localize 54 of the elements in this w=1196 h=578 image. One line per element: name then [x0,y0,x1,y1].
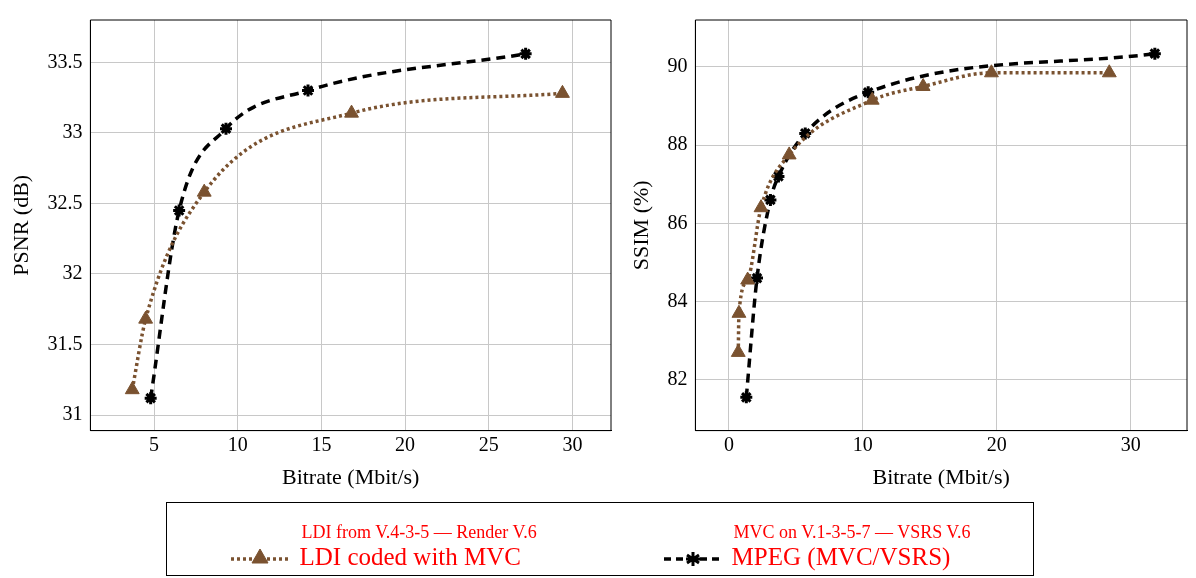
point [762,192,778,208]
point [218,121,234,137]
point [196,183,212,197]
y-tick-label: 33.5 [47,49,83,72]
x-tick-label: 20 [395,432,416,455]
y-tick-label: 88 [667,132,688,155]
point [555,84,570,98]
point [770,168,786,184]
point [124,381,140,395]
x-tick-label: 10 [227,432,248,455]
y-tick-label: 31 [62,402,83,425]
x-tick-label: 30 [1120,432,1141,455]
point [753,199,769,213]
point [171,202,187,218]
point [749,270,765,286]
point [915,77,931,91]
point [731,304,747,318]
point [1147,46,1163,62]
legend-label: LDI coded with MVC [299,543,521,571]
y-tick-label: 82 [667,367,688,390]
y-tick-label: 84 [667,288,688,311]
point [864,91,880,105]
x-tick-label: 30 [562,432,583,455]
x-tick-label: 0 [723,432,734,455]
y-tick-label: 31.5 [47,331,83,354]
x-axis-title: Bitrate (Mbit/s) [281,463,420,489]
text: LDI from V.4-3-5 — Render V.6 [300,522,537,543]
y-tick-label: 90 [667,54,688,77]
point [984,64,999,78]
y-tick-label: 32.5 [47,190,83,213]
point [518,46,534,62]
point [781,146,797,160]
point [738,389,754,405]
y-axis-title: SSIM (%) [627,180,653,271]
legend-label: MPEG (MVC/VSRS) [731,543,951,571]
y-axis-title: PSNR (dB) [7,174,33,276]
y-tick-label: 32 [62,261,83,284]
point [143,390,159,406]
point [138,310,154,324]
text: MVC on V.1-3-5-7 — VSRS V.6 [732,522,971,543]
point [797,125,813,141]
x-tick-label: 15 [311,432,332,455]
point [860,84,876,100]
x-axis-title: Bitrate (Mbit/s) [872,463,1010,489]
point [300,83,316,99]
x-tick-label: 10 [852,432,873,455]
point [344,104,359,118]
x-tick-label: 5 [149,432,160,455]
point [1101,64,1117,78]
y-tick-label: 86 [667,210,688,233]
point [740,271,756,285]
y-tick-label: 33 [62,120,83,143]
x-tick-label: 25 [478,432,499,455]
x-tick-label: 20 [986,432,1007,455]
